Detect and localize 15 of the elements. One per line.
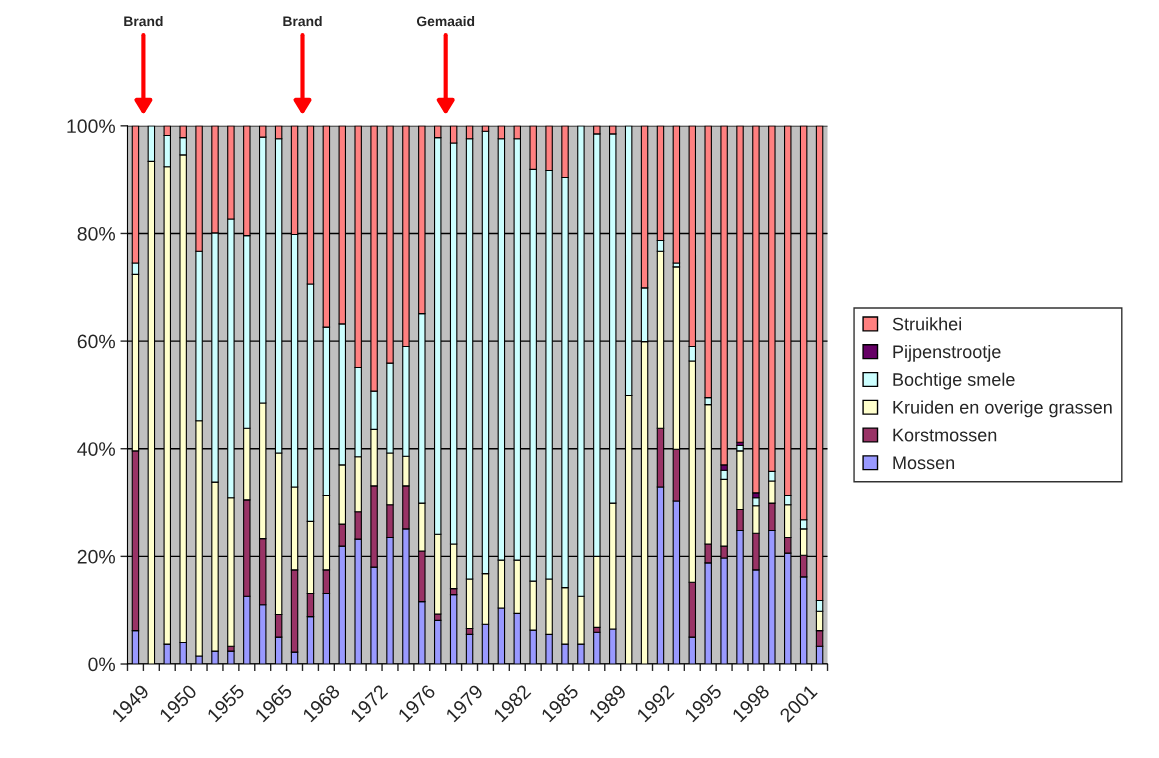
y-tick-label: 40% (77, 442, 115, 456)
legend-label: Korstmossen (893, 428, 997, 442)
legend-label: Mossen (893, 456, 955, 470)
y-tick-label: 80% (77, 226, 115, 241)
y-tick-label: 0% (88, 657, 115, 672)
text: Brand (283, 16, 322, 27)
legend-label: Kruiden en overige grassen (893, 400, 1112, 418)
legend-label: Pijpenstrootje (893, 344, 1001, 362)
legend-label: Struikhei (892, 317, 961, 331)
y-tick-label: 60% (77, 334, 115, 349)
text: Gemaaid (416, 16, 475, 27)
y-tick-label: 100% (67, 119, 115, 134)
legend-label: Bochtige smele (893, 372, 1015, 390)
y-tick-label: 20% (77, 549, 115, 564)
text: Brand (124, 16, 163, 27)
